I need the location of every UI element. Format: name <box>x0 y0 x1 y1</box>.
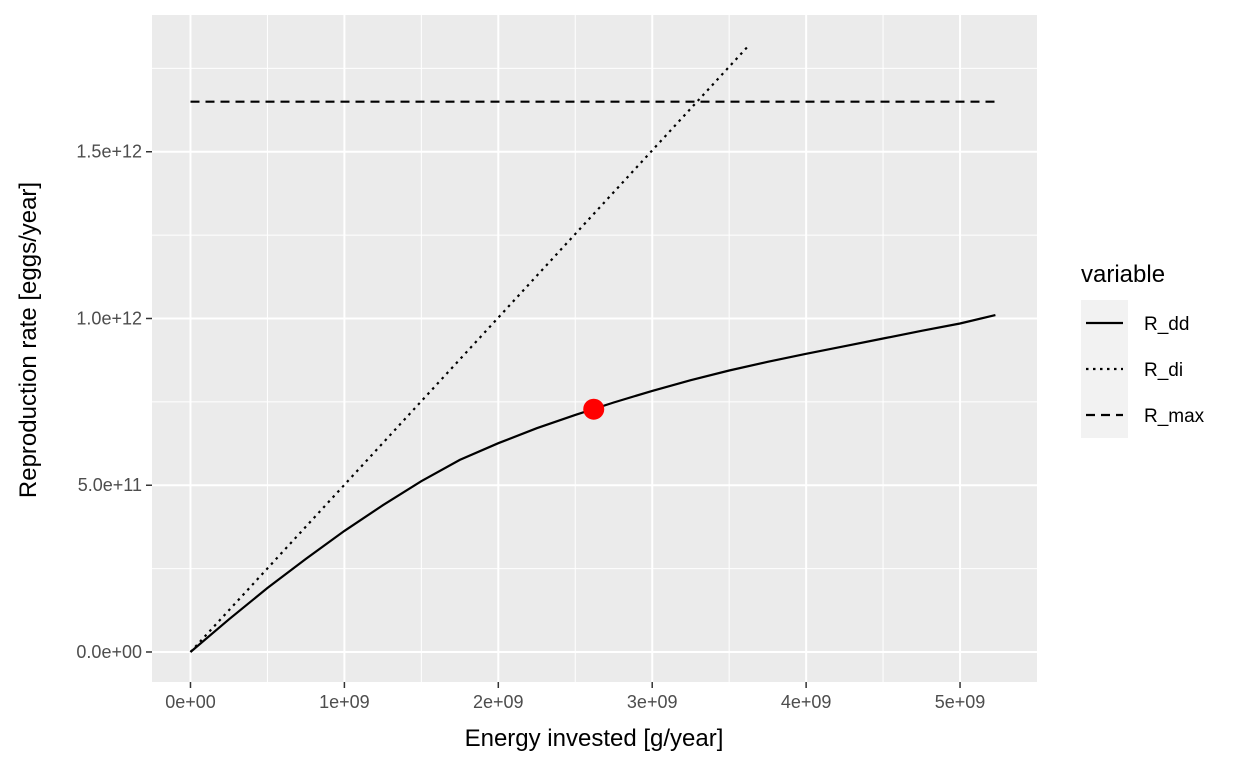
x-tick-label: 0e+00 <box>165 692 216 712</box>
y-tick-label: 1.0e+12 <box>76 308 142 328</box>
legend-label: R_di <box>1144 360 1183 381</box>
legend: variable R_dd R_di R_max <box>1081 261 1205 438</box>
y-tick-label: 5.0e+11 <box>78 475 142 495</box>
highlight-layer <box>583 398 605 420</box>
y-tick-label: 1.5e+12 <box>76 142 142 162</box>
highlight-point <box>583 398 605 420</box>
x-tick-label: 1e+09 <box>319 692 370 712</box>
grid-major <box>152 15 1037 682</box>
legend-title: variable <box>1081 261 1165 288</box>
y-axis-title: Reproduction rate [eggs/year] <box>15 182 42 498</box>
grid-minor <box>152 15 1037 682</box>
series-line-r-di <box>189 44 751 653</box>
legend-items: R_dd R_di R_max <box>1081 300 1205 438</box>
legend-label: R_dd <box>1144 314 1189 335</box>
y-tick-label: 0.0e+00 <box>76 642 142 662</box>
x-tick-label: 3e+09 <box>627 692 678 712</box>
legend-label: R_max <box>1144 406 1205 427</box>
x-axis-title: Energy invested [g/year] <box>465 725 724 752</box>
x-tick-label: 5e+09 <box>935 692 986 712</box>
x-tick-label: 2e+09 <box>473 692 524 712</box>
y-axis: 0.0e+00 5.0e+11 1.0e+12 1.5e+12 <box>76 142 152 662</box>
x-tick-label: 4e+09 <box>781 692 832 712</box>
x-axis: 0e+00 1e+09 2e+09 3e+09 4e+09 5e+09 <box>165 682 985 712</box>
legend-key-background <box>1081 346 1128 392</box>
plot-panel <box>152 15 1037 682</box>
